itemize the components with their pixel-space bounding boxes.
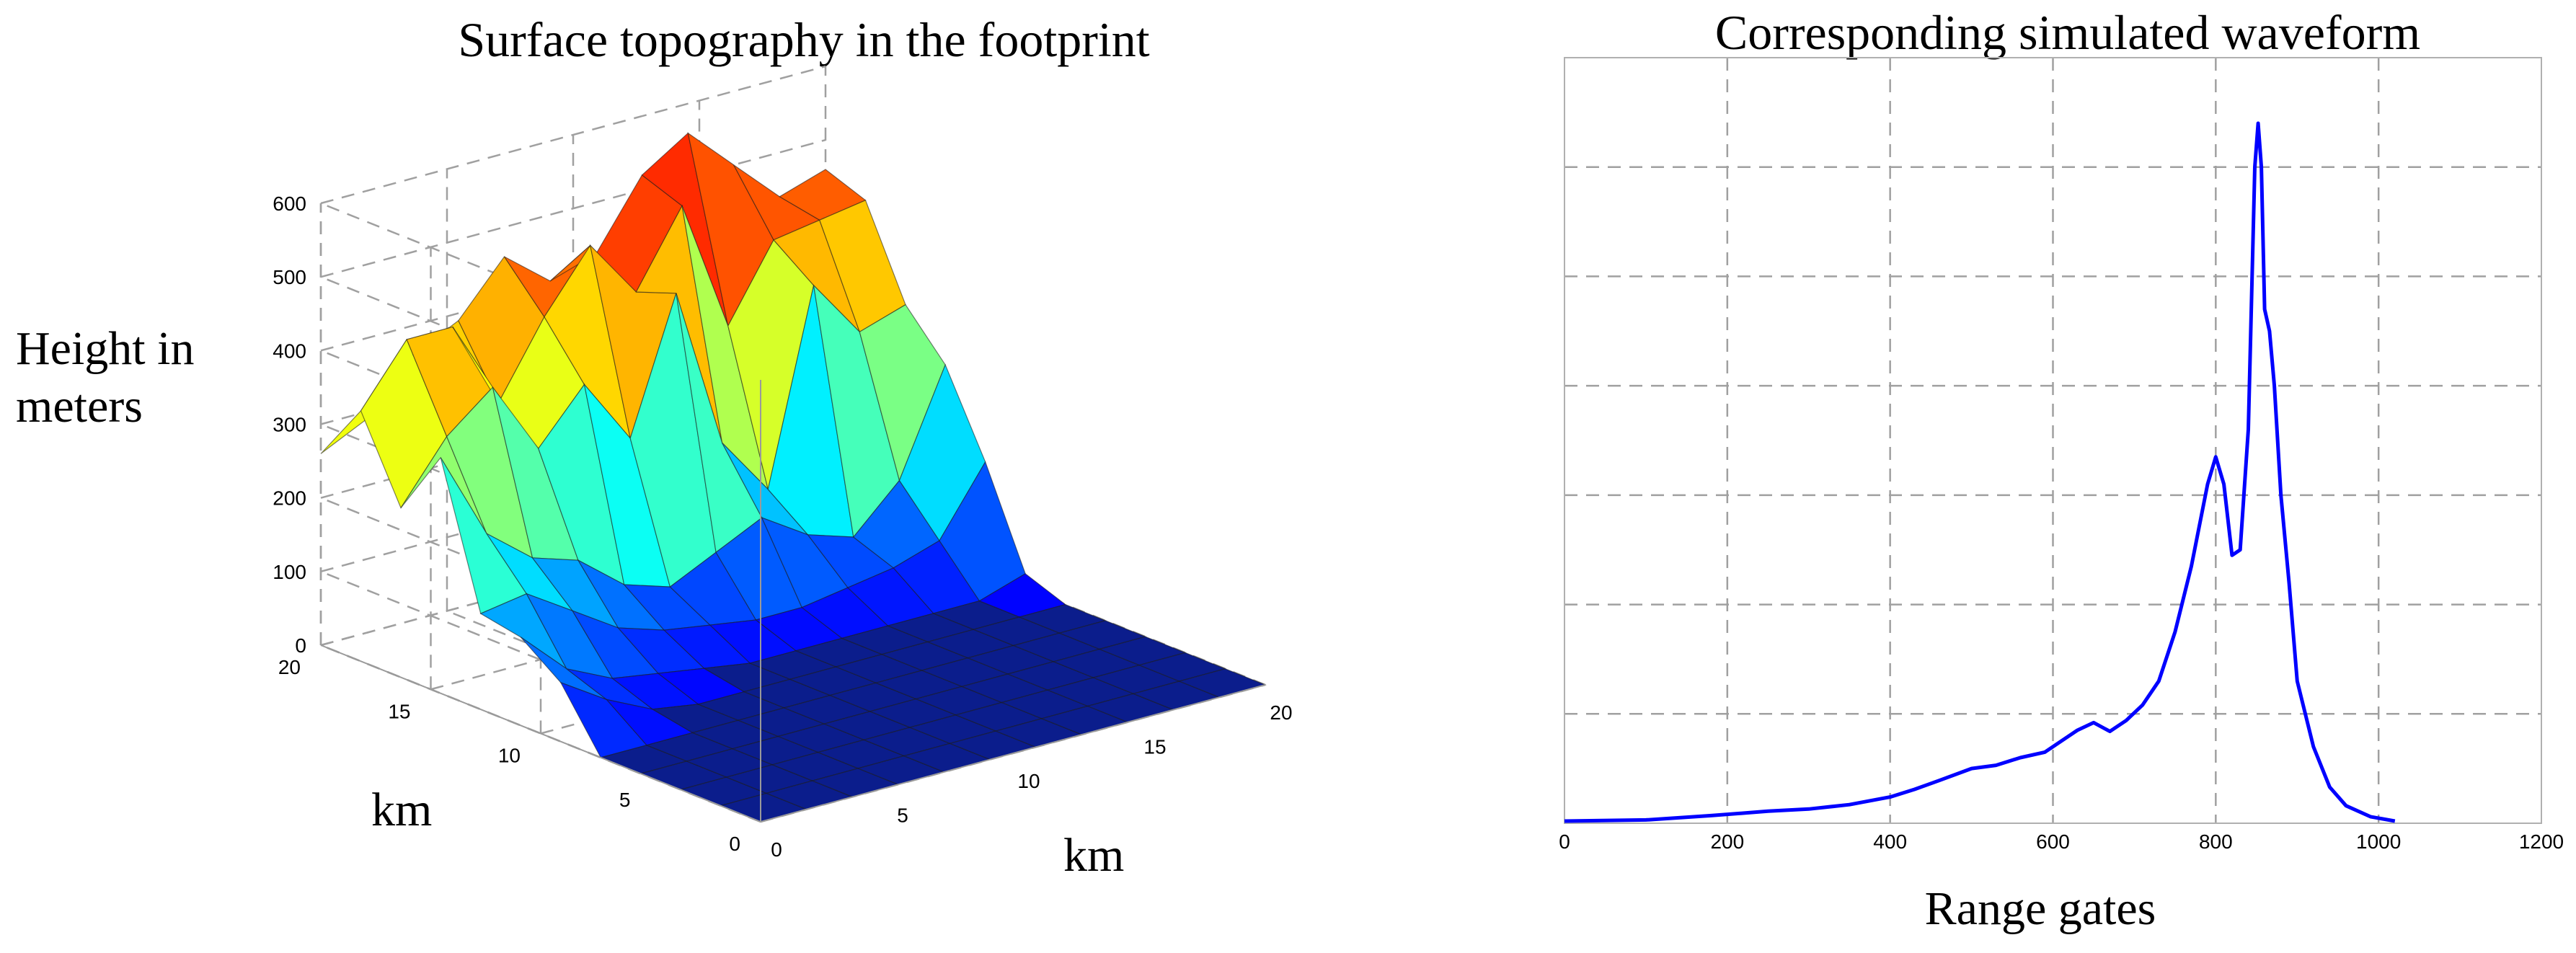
surface-floor-gridline	[446, 610, 888, 789]
waveform-grid	[1564, 58, 2541, 823]
surface-axes	[320, 380, 1266, 823]
surface-z-gridline	[320, 276, 761, 455]
waveform-x-axis-label: Range gates	[1925, 882, 2156, 935]
surface-y-tick-label: 10	[498, 745, 521, 767]
surface-y-tick-label: 20	[278, 656, 301, 678]
surface-z-gridline	[320, 570, 761, 749]
surface-z-tick-label: 100	[273, 561, 306, 583]
surface-plot-panel: Surface topography in the footprint Heig…	[16, 12, 1293, 882]
surface-z-axis-label-line2: meters	[16, 380, 143, 433]
waveform-x-tick-label: 0	[1559, 830, 1570, 853]
surface-x-axis-line	[760, 684, 1266, 823]
surface-z-tick-label: 500	[273, 266, 306, 288]
surface-y-tick-label: 15	[388, 700, 410, 722]
surface-x-tick-label: 15	[1143, 736, 1166, 758]
surface-z-gridline	[320, 497, 761, 675]
surface-y-axis-line	[320, 644, 761, 823]
surface-y-axis-label: km	[371, 784, 432, 836]
surface-z-axis-label-line1: Height in	[16, 322, 194, 375]
surface-z-tick-label: 300	[273, 414, 306, 436]
surface-z-tick-label: 0	[295, 634, 306, 657]
waveform-title: Corresponding simulated waveform	[1715, 5, 2420, 60]
surface-y-tick-label: 5	[619, 789, 631, 811]
surface-x-tick-label: 5	[897, 804, 908, 827]
surface-z-tick-label: 400	[273, 340, 306, 362]
surface-x-tick-label: 10	[1017, 770, 1040, 792]
surface-title: Surface topography in the footprint	[458, 12, 1149, 67]
waveform-x-tick-label: 400	[1873, 830, 1907, 853]
waveform-x-tick-labels: 0 200 400 600 800 1000 1200	[1559, 830, 2564, 853]
surface-z-tick-label: 600	[273, 192, 306, 215]
surface-x-axis-label: km	[1063, 829, 1124, 882]
surface-z-tick-label: 200	[273, 487, 306, 510]
surface-mesh	[320, 132, 1267, 823]
waveform-line	[1564, 121, 2396, 823]
waveform-plot-panel: Corresponding simulated waveform 0 200 400…	[1559, 5, 2564, 935]
surface-y-tick-label: 0	[729, 833, 740, 855]
waveform-x-tick-label: 1000	[2356, 830, 2401, 853]
waveform-plot-frame	[1564, 57, 2542, 824]
waveform-x-tick-label: 200	[1710, 830, 1744, 853]
waveform-x-tick-label: 800	[2199, 830, 2233, 853]
surface-z-gridline	[320, 202, 761, 381]
surface-x-tick-label: 0	[771, 838, 782, 861]
waveform-x-tick-label: 600	[2036, 830, 2070, 853]
waveform-x-tick-label: 1200	[2519, 830, 2564, 853]
surface-z-axis-label: Height in meters	[16, 322, 206, 433]
surface-x-tick-label: 20	[1270, 701, 1292, 724]
